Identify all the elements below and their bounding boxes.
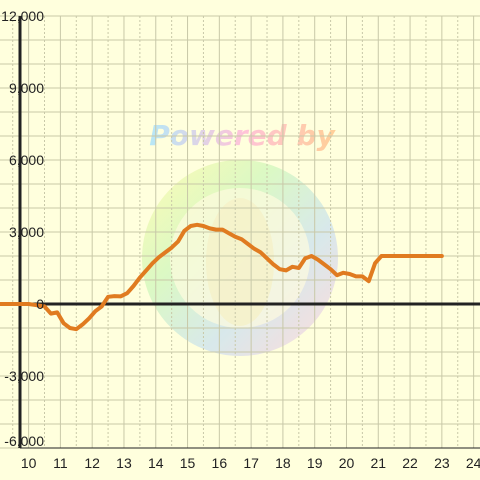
y-tick-label: -6,000 xyxy=(4,433,44,449)
x-tick-label: 14 xyxy=(148,455,164,471)
x-tick-label: 17 xyxy=(243,455,259,471)
x-tick-label: 23 xyxy=(434,455,450,471)
series-layer xyxy=(0,222,444,332)
x-tick-label: 19 xyxy=(307,455,323,471)
x-tick-label: 15 xyxy=(180,455,196,471)
y-tick-label: -3,000 xyxy=(4,368,44,384)
x-tick-label: 18 xyxy=(275,455,291,471)
y-tick-label: 6,000 xyxy=(9,152,44,168)
y-tick-label: 0 xyxy=(36,296,44,312)
tick-labels: 10 11 12 13 14 15 16 17 18 19 20 21 22 23 24 12,000 9,00… xyxy=(1,8,480,471)
x-tick-label: 21 xyxy=(370,455,386,471)
x-tick-label: 12 xyxy=(84,455,100,471)
y-tick-label: 12,000 xyxy=(1,8,44,24)
watermark: Powered by xyxy=(142,119,338,356)
x-tick-label: 16 xyxy=(212,455,228,471)
grid xyxy=(0,15,480,449)
y-tick-label: 3,000 xyxy=(9,224,44,240)
y-tick-label: 9,000 xyxy=(9,80,44,96)
series-line xyxy=(0,222,444,332)
x-tick-label: 10 xyxy=(21,455,37,471)
x-tick-label: 20 xyxy=(339,455,355,471)
x-tick-label: 22 xyxy=(402,455,418,471)
axes xyxy=(0,16,480,449)
x-tick-label: 13 xyxy=(116,455,132,471)
x-tick-label: 24 xyxy=(466,455,480,471)
x-tick-label: 11 xyxy=(53,455,68,471)
watermark-figure xyxy=(206,198,274,326)
